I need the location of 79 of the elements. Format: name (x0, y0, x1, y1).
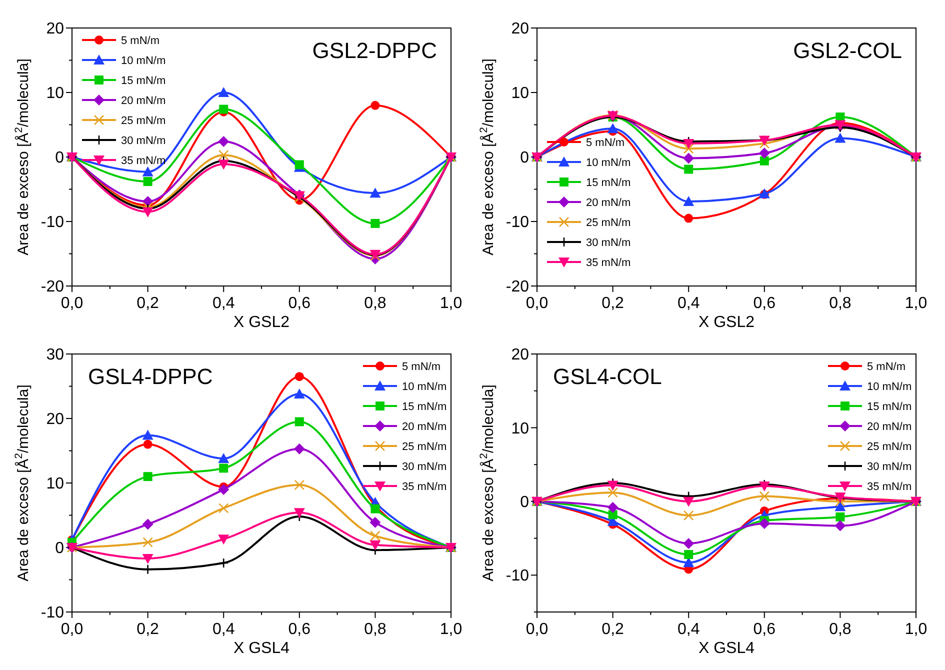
y-tick-label: 10 (46, 476, 64, 493)
legend-label: 35 mN/m (586, 256, 631, 269)
legend-label: 10 mN/m (121, 54, 166, 67)
x-tick-label: 0,0 (526, 295, 548, 312)
y-tick-label: -10 (40, 214, 64, 232)
y-tick-label: 30 (46, 346, 64, 364)
legend-label: 15 mN/m (867, 400, 912, 413)
x-tick-label: 1,0 (904, 621, 928, 638)
legend-label: 35 mN/m (867, 480, 912, 493)
x-tick-label: 0,8 (829, 295, 852, 312)
x-tick-label: 0,8 (829, 621, 852, 638)
x-tick-label: 0,2 (136, 295, 160, 312)
x-tick-label: 1,0 (440, 621, 462, 638)
x-tick-label: 0,4 (677, 621, 700, 638)
y-tick-label: 20 (511, 20, 530, 38)
x-tick-label: 0,6 (753, 295, 776, 312)
legend-label: 20 mN/m (402, 420, 447, 433)
legend-label: 10 mN/m (402, 380, 447, 393)
x-tick-label: 0,6 (288, 621, 311, 638)
x-tick-label: 1,0 (904, 295, 928, 312)
y-tick-label: 10 (46, 85, 64, 102)
legend-label: 5 mN/m (121, 34, 160, 47)
y-tick-label: 0 (520, 494, 530, 512)
legend-label: 35 mN/m (121, 154, 166, 167)
x-tick-label: 0,6 (753, 621, 776, 638)
legend-label: 25 mN/m (402, 440, 447, 453)
legend-label: 25 mN/m (586, 216, 631, 229)
legend-label: 35 mN/m (402, 480, 447, 493)
text: GSL2-COL (793, 38, 902, 63)
legend-label: 20 mN/m (121, 94, 166, 107)
legend-label: 25 mN/m (867, 440, 912, 453)
x-axis-title: X GSL2 (698, 314, 755, 331)
x-tick-label: 0,0 (526, 621, 548, 638)
legend-label: 30 mN/m (586, 236, 631, 249)
x-tick-label: 0,0 (60, 295, 84, 312)
x-tick-label: 0,2 (602, 621, 624, 638)
x-tick-label: 1,0 (440, 295, 462, 312)
legend-label: 20 mN/m (867, 420, 912, 433)
y-tick-label: 20 (46, 20, 64, 38)
x-tick-label: 0,4 (677, 295, 700, 312)
y-tick-label: -20 (506, 278, 530, 296)
legend-label: 30 mN/m (402, 460, 447, 473)
text: GSL4-COL (553, 364, 662, 389)
legend-label: 10 mN/m (586, 156, 631, 169)
y-tick-label: 0 (55, 150, 64, 167)
x-tick-label: 0,8 (364, 621, 386, 638)
legend-label: 30 mN/m (867, 460, 912, 473)
legend-label: 20 mN/m (586, 196, 631, 209)
y-tick-label: -10 (506, 214, 530, 232)
legend-label: 5 mN/m (402, 360, 440, 373)
legend-label: 30 mN/m (121, 134, 166, 147)
legend-label: 15 mN/m (402, 400, 447, 413)
legend-label: 15 mN/m (121, 74, 166, 87)
legend-label: 5 mN/m (586, 136, 624, 149)
y-tick-label: 10 (511, 85, 530, 102)
legend-label: 10 mN/m (867, 380, 912, 393)
y-tick-label: -20 (40, 278, 64, 296)
x-axis-title: X GSL4 (233, 640, 290, 657)
x-axis-title: X GSL4 (698, 640, 755, 657)
legend-label: 25 mN/m (121, 114, 166, 127)
y-tick-label: 0 (55, 540, 64, 558)
text: GSL2-DPPC (312, 38, 438, 63)
text: GSL4-DPPC (88, 364, 213, 389)
y-tick-label: 20 (46, 411, 64, 428)
legend-label: 5 mN/m (867, 360, 906, 373)
x-tick-label: 0,2 (602, 295, 624, 312)
x-tick-label: 0,8 (364, 295, 386, 312)
x-tick-label: 0,4 (212, 295, 235, 312)
y-tick-label: 10 (511, 420, 530, 438)
y-tick-label: -10 (506, 568, 530, 585)
legend-label: 15 mN/m (586, 176, 631, 189)
y-tick-label: 0 (520, 150, 530, 167)
y-tick-label: 20 (511, 346, 530, 364)
x-tick-label: 0,4 (212, 621, 235, 638)
x-tick-label: 0,0 (60, 621, 84, 638)
x-tick-label: 0,6 (288, 295, 311, 312)
y-tick-label: -10 (40, 604, 64, 622)
x-axis-title: X GSL2 (233, 314, 290, 331)
x-tick-label: 0,2 (136, 621, 160, 638)
